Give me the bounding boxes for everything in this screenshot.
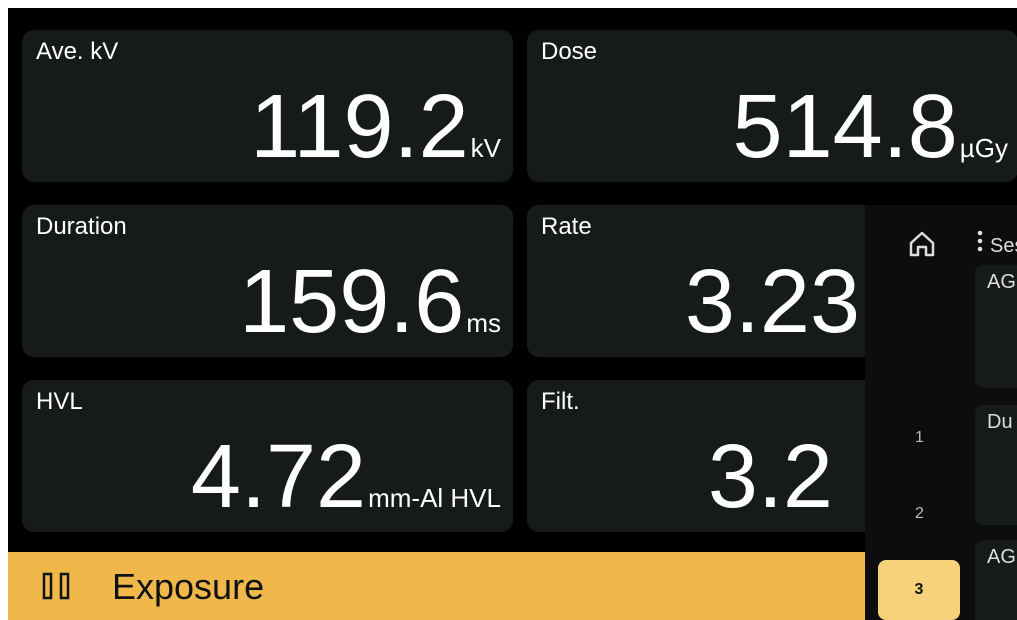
- card-label: Duration: [36, 213, 127, 240]
- card: Dose 514.8µGy: [527, 30, 1017, 182]
- card-label: Rate: [541, 213, 592, 240]
- bottom-bar[interactable]: Exposure: [8, 552, 865, 620]
- value-unit: kV: [470, 133, 501, 163]
- pause-icon[interactable]: [42, 572, 72, 600]
- value-number: 119.2: [250, 77, 469, 177]
- value-unit: mm-Al HVL: [368, 483, 501, 513]
- card-value: 514.8µGy: [733, 82, 1008, 172]
- card-value: 3.2: [708, 432, 833, 522]
- card-label: Ave. kV: [36, 38, 119, 65]
- card-value: 159.6ms: [239, 257, 501, 347]
- value-number: 514.8: [732, 77, 958, 177]
- value-number: 3.2: [707, 427, 833, 527]
- home-icon[interactable]: [907, 229, 937, 259]
- side-card[interactable]: AG: [975, 540, 1017, 620]
- card-label: Dose: [541, 38, 598, 65]
- side-card[interactable]: Du: [975, 405, 1017, 525]
- page-number-active[interactable]: 3: [878, 560, 960, 620]
- card-label: HVL: [36, 388, 83, 415]
- card: Ave. kV 119.2kV: [22, 30, 513, 182]
- side-card-label: AG: [987, 271, 1016, 293]
- value-number: 4.72: [190, 427, 367, 527]
- bar-title: Exposure: [112, 566, 265, 607]
- side-panel: Ses 1 2 3 AG Du AG: [865, 205, 1017, 620]
- card-value: 3.23: [685, 257, 860, 347]
- menu-label: Ses: [990, 235, 1017, 257]
- side-card-label: Du: [987, 411, 1013, 433]
- card-value: 4.72mm-Al HVL: [191, 432, 501, 522]
- card-label: Filt.: [541, 388, 580, 415]
- menu-dots[interactable]: [977, 229, 983, 255]
- screen: Ave. kV 119.2kV Dose 514.8µGy Duration 1…: [8, 8, 1017, 620]
- card: Duration 159.6ms: [22, 205, 513, 357]
- card-value: 119.2kV: [250, 82, 501, 172]
- value-number: 159.6: [239, 252, 465, 352]
- value-unit: µGy: [959, 133, 1008, 163]
- side-card[interactable]: AG: [975, 265, 1017, 388]
- side-card-label: AG: [987, 546, 1016, 568]
- value-number: 3.23: [684, 252, 860, 352]
- page-number[interactable]: 2: [915, 505, 924, 522]
- card: HVL 4.72mm-Al HVL: [22, 380, 513, 532]
- value-unit: ms: [466, 308, 501, 338]
- page-number[interactable]: 1: [915, 429, 924, 446]
